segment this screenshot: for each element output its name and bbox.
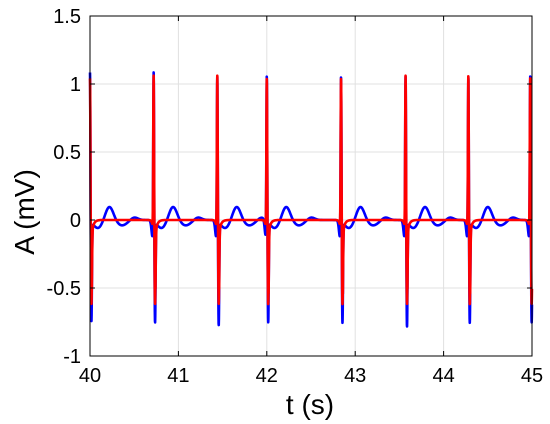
axes [89, 15, 533, 357]
y-tick-label-3: 0.5 [53, 142, 81, 164]
plot-frame [89, 15, 533, 357]
series-group [88, 71, 534, 328]
x-tick-label-5: 45 [521, 365, 543, 387]
series-line-red [88, 74, 534, 306]
y-tick-label-0: -1 [63, 346, 81, 368]
x-axis-label: t (s) [286, 389, 334, 420]
y-tick-label-5: 1.5 [53, 6, 81, 28]
y-tick-label-2: 0 [70, 210, 81, 232]
x-tick-label-2: 42 [256, 365, 278, 387]
tick-labels: 40 41 42 43 44 45 -1 -0.5 0 0.5 1 1.5 [47, 6, 544, 387]
x-tick-label-1: 41 [167, 365, 189, 387]
x-tick-label-3: 43 [344, 365, 366, 387]
x-tick-label-4: 44 [432, 365, 454, 387]
y-tick-label-4: 1 [70, 74, 81, 96]
y-axis-label: A (mV) [9, 169, 40, 255]
y-tick-label-1: -0.5 [47, 278, 81, 300]
x-tick-label-0: 40 [79, 365, 101, 387]
